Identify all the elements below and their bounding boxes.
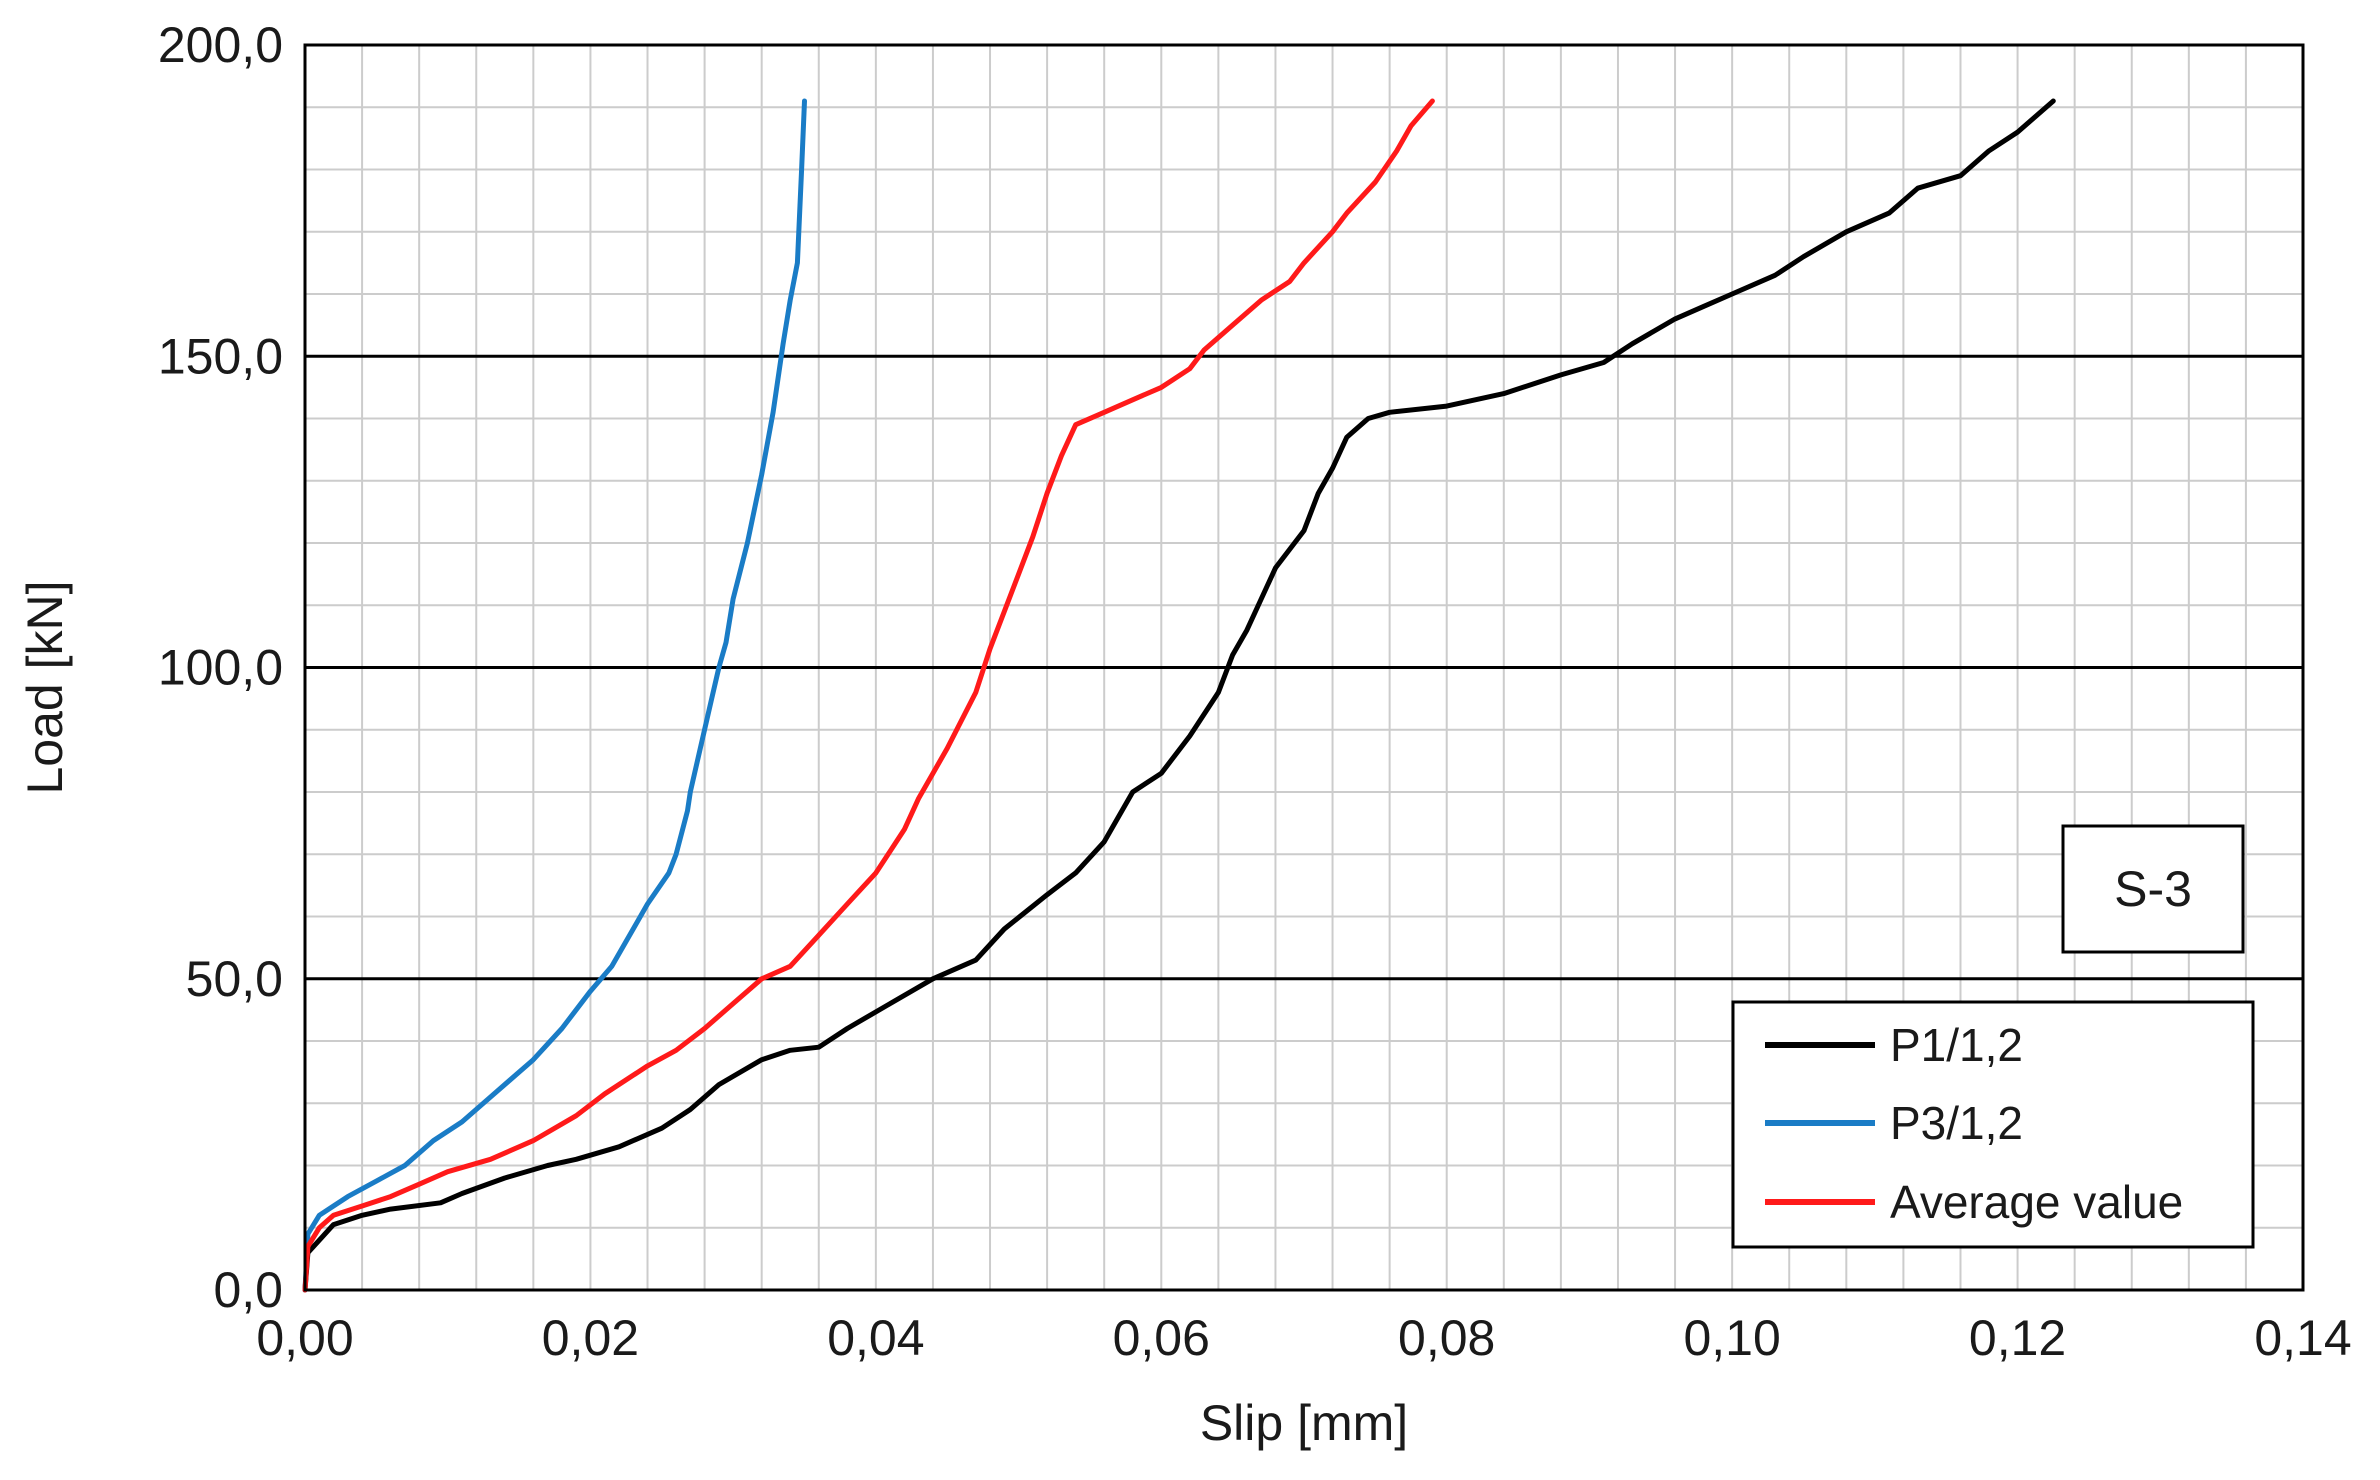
legend-label-p1: P1/1,2 [1890, 1019, 2023, 1071]
y-tick-label: 200,0 [158, 17, 283, 73]
specimen-tag-frame [2061, 824, 2245, 954]
specimen-tag: S-3 [2061, 824, 2245, 954]
x-tick-label: 0,14 [2254, 1310, 2351, 1366]
x-tick-label: 0,02 [542, 1310, 639, 1366]
series-layer [302, 98, 2056, 1293]
legend-label-average: Average value [1890, 1176, 2183, 1228]
grid-major [305, 354, 2303, 981]
series-line-1 [302, 98, 807, 1293]
y-tick-label: 0,0 [213, 1262, 283, 1318]
x-axis-tick-labels: 0,00 0,02 0,04 0,06 0,08 0,10 0,12 0,14 [256, 1310, 2351, 1366]
y-tick-label: 150,0 [158, 328, 283, 384]
plot-area-frame [303, 43, 2305, 1292]
y-axis-tick-labels: 0,0 50,0 100,0 150,0 200,0 [158, 17, 283, 1318]
series-line-0 [302, 98, 2056, 1293]
x-tick-label: 0,08 [1398, 1310, 1495, 1366]
specimen-tag-label: S-3 [2114, 861, 2192, 917]
x-tick-label: 0,06 [1113, 1310, 1210, 1366]
x-tick-label: 0,12 [1969, 1310, 2066, 1366]
legend: P1/1,2 P3/1,2 Average value [1731, 1000, 2255, 1249]
x-tick-label: 0,10 [1683, 1310, 1780, 1366]
y-axis-title: Load [kN] [17, 580, 73, 794]
series-line-2 [302, 98, 1435, 1293]
x-tick-label: 0,00 [256, 1310, 353, 1366]
x-tick-label: 0,04 [827, 1310, 924, 1366]
legend-label-p3: P3/1,2 [1890, 1097, 2023, 1149]
x-axis-title: Slip [mm] [1200, 1395, 1408, 1451]
y-tick-label: 100,0 [158, 640, 283, 696]
y-tick-label: 50,0 [186, 951, 283, 1007]
